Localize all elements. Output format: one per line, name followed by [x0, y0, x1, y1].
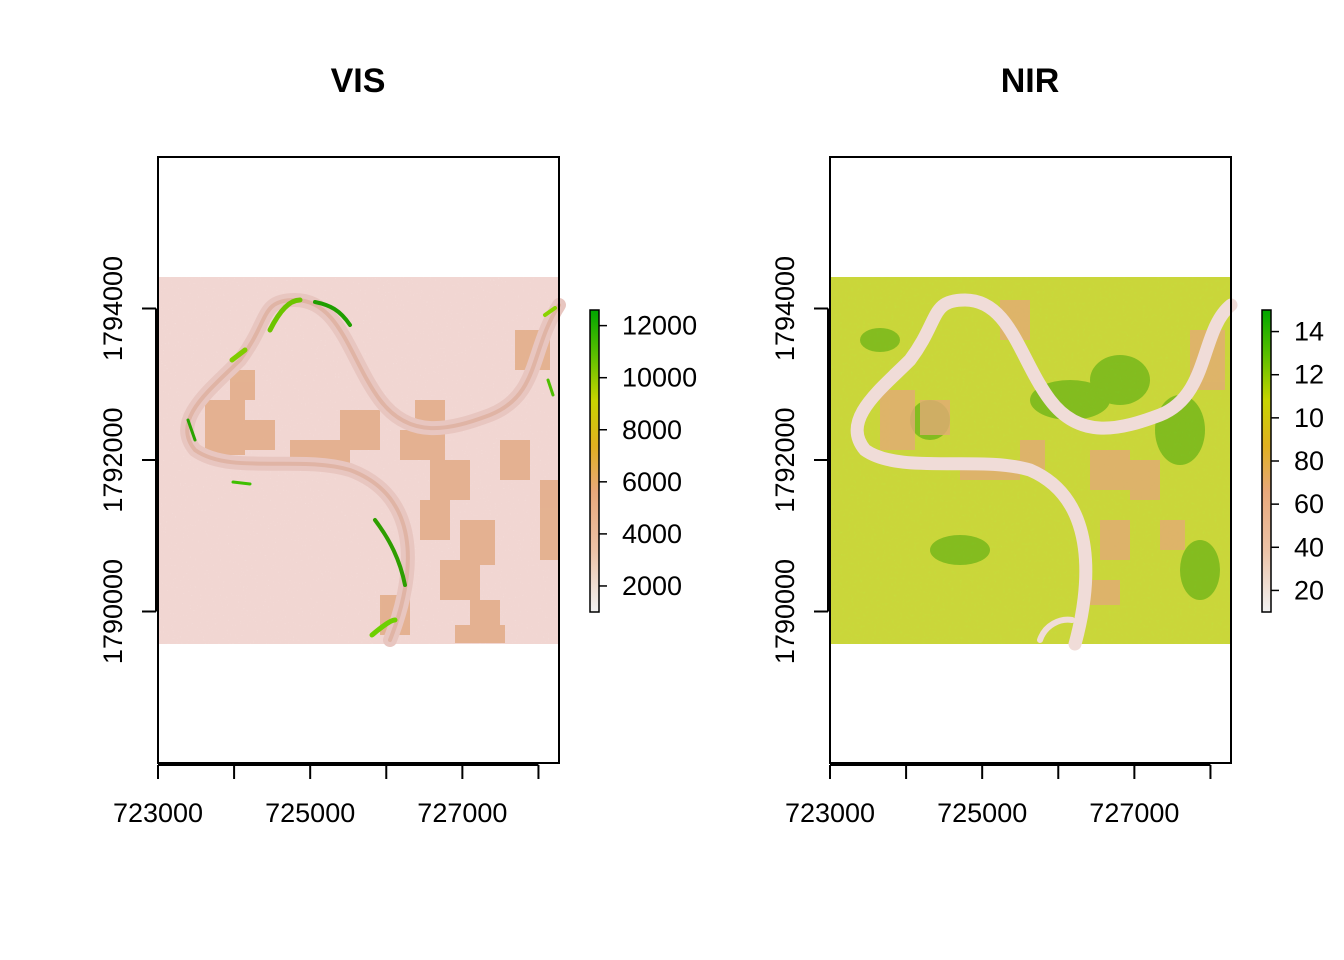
- vis-x-tick-label: 727000: [417, 798, 507, 828]
- nir-river: [850, 293, 1238, 651]
- vis-legend-colorbar: [589, 309, 600, 613]
- nir-y-tick-label: 1792000: [770, 407, 800, 512]
- nir-legend-label: 60: [1294, 489, 1324, 519]
- vis-bright-bars: [186, 297, 557, 638]
- vis-panel: VIS: [98, 62, 697, 828]
- nir-raster-image: [830, 277, 1238, 651]
- vis-legend-label: 4000: [622, 519, 682, 549]
- nir-title: NIR: [1001, 62, 1060, 100]
- vis-y-tick-label: 1792000: [98, 407, 128, 512]
- vis-legend-label: 12000: [622, 311, 697, 341]
- nir-y-tick-label: 1794000: [770, 256, 800, 361]
- nir-plot-frame: [829, 156, 1232, 764]
- vis-x-axis: 723000 725000 727000: [113, 764, 540, 828]
- vis-y-axis: 1790000 1792000 1794000: [98, 256, 157, 664]
- nir-x-axis: 723000 725000 727000: [785, 764, 1212, 828]
- nir-legend-label: 80: [1294, 446, 1324, 476]
- nir-field-patches: [880, 300, 1225, 605]
- vis-plot-frame: [157, 156, 560, 764]
- vis-legend-label: 8000: [622, 415, 682, 445]
- vis-field-patches: [205, 330, 559, 643]
- vis-legend-label: 6000: [622, 467, 682, 497]
- nir-legend-label: 20: [1294, 575, 1324, 605]
- vis-raster-image: [158, 277, 566, 647]
- nir-x-tick-label: 723000: [785, 798, 875, 828]
- vis-legend-label: 10000: [622, 363, 697, 393]
- vis-x-tick-label: 723000: [113, 798, 203, 828]
- vis-river-channel: [185, 297, 561, 642]
- nir-y-axis: 1790000 1792000 1794000: [770, 256, 829, 664]
- nir-panel: NIR: [770, 62, 1324, 828]
- nir-legend-label: 40: [1294, 532, 1324, 562]
- nir-x-tick-label: 725000: [937, 798, 1027, 828]
- vis-legend-label: 2000: [622, 571, 682, 601]
- vis-legend: 2000 4000 6000 8000 10000 12000: [589, 309, 697, 613]
- nir-legend: 20 40 60 80 10 12 14: [1261, 309, 1324, 613]
- nir-legend-colorbar: [1261, 309, 1272, 613]
- nir-legend-label: 14: [1294, 317, 1324, 347]
- nir-x-tick-label: 727000: [1089, 798, 1179, 828]
- vis-x-tick-label: 725000: [265, 798, 355, 828]
- nir-legend-label: 12: [1294, 360, 1324, 390]
- nir-river-oxbow: [1037, 616, 1075, 643]
- nir-legend-label: 10: [1294, 403, 1324, 433]
- nir-y-tick-label: 1790000: [770, 559, 800, 664]
- vis-title: VIS: [331, 62, 386, 100]
- vis-y-tick-label: 1790000: [98, 559, 128, 664]
- vis-y-tick-label: 1794000: [98, 256, 128, 361]
